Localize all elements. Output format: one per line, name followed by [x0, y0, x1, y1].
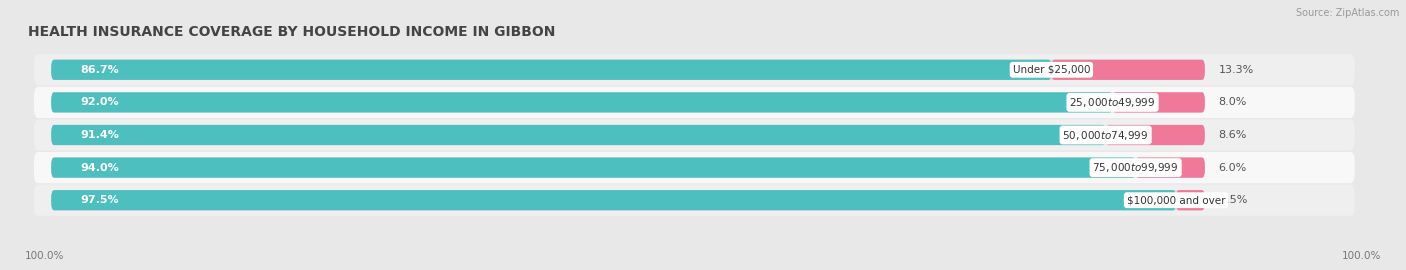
Text: 2.5%: 2.5%	[1219, 195, 1247, 205]
FancyBboxPatch shape	[34, 185, 1355, 216]
FancyBboxPatch shape	[51, 60, 1205, 80]
Text: 100.0%: 100.0%	[1341, 251, 1381, 261]
Text: $25,000 to $49,999: $25,000 to $49,999	[1070, 96, 1156, 109]
FancyBboxPatch shape	[1175, 190, 1205, 210]
FancyBboxPatch shape	[51, 125, 1205, 145]
FancyBboxPatch shape	[34, 152, 1355, 183]
Text: 86.7%: 86.7%	[80, 65, 118, 75]
Text: 8.6%: 8.6%	[1219, 130, 1247, 140]
Text: $75,000 to $99,999: $75,000 to $99,999	[1092, 161, 1178, 174]
FancyBboxPatch shape	[1136, 157, 1205, 178]
FancyBboxPatch shape	[34, 119, 1355, 151]
Text: 97.5%: 97.5%	[80, 195, 118, 205]
Text: HEALTH INSURANCE COVERAGE BY HOUSEHOLD INCOME IN GIBBON: HEALTH INSURANCE COVERAGE BY HOUSEHOLD I…	[28, 25, 555, 39]
FancyBboxPatch shape	[51, 92, 1205, 113]
FancyBboxPatch shape	[1112, 92, 1205, 113]
FancyBboxPatch shape	[51, 92, 1112, 113]
FancyBboxPatch shape	[51, 125, 1105, 145]
Text: Under $25,000: Under $25,000	[1012, 65, 1090, 75]
FancyBboxPatch shape	[51, 190, 1175, 210]
Text: 92.0%: 92.0%	[80, 97, 118, 107]
FancyBboxPatch shape	[34, 54, 1355, 85]
FancyBboxPatch shape	[51, 157, 1136, 178]
FancyBboxPatch shape	[51, 157, 1205, 178]
Text: 6.0%: 6.0%	[1219, 163, 1247, 173]
Text: $50,000 to $74,999: $50,000 to $74,999	[1063, 129, 1149, 141]
Text: $100,000 and over: $100,000 and over	[1126, 195, 1225, 205]
FancyBboxPatch shape	[1052, 60, 1205, 80]
FancyBboxPatch shape	[51, 190, 1205, 210]
FancyBboxPatch shape	[51, 60, 1052, 80]
Text: 8.0%: 8.0%	[1219, 97, 1247, 107]
FancyBboxPatch shape	[34, 87, 1355, 118]
FancyBboxPatch shape	[1105, 125, 1205, 145]
Text: 100.0%: 100.0%	[25, 251, 65, 261]
Text: 94.0%: 94.0%	[80, 163, 118, 173]
Text: 13.3%: 13.3%	[1219, 65, 1254, 75]
Text: 91.4%: 91.4%	[80, 130, 120, 140]
Text: Source: ZipAtlas.com: Source: ZipAtlas.com	[1295, 8, 1399, 18]
